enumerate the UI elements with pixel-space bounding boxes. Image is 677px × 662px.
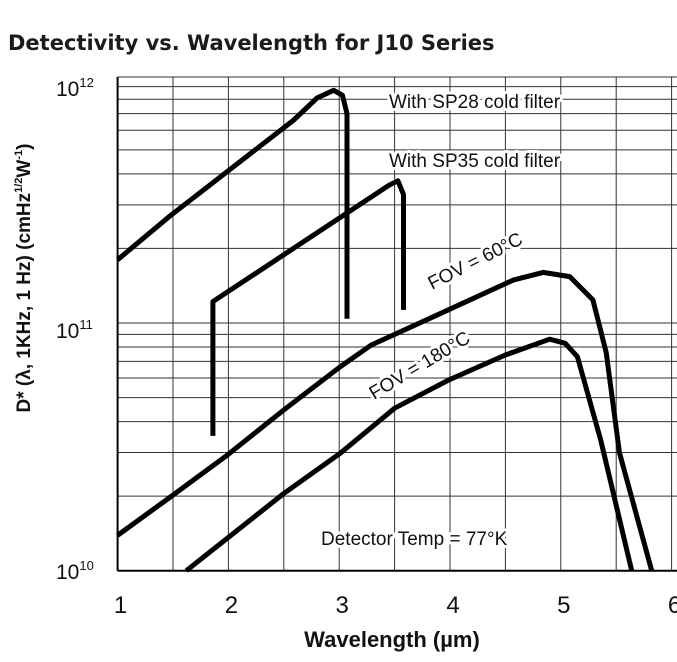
series-curve-1 xyxy=(210,178,406,436)
x-tick-label: 1 xyxy=(114,592,127,619)
y-axis-label: D* (λ, 1KHz, 1 Hz) (cmHz1/2W-1) xyxy=(13,144,35,413)
curves xyxy=(115,87,655,573)
x-tick-label: 4 xyxy=(446,592,459,619)
series-curve-3 xyxy=(184,336,635,573)
y-tick-labels: 1010 1011 1012 xyxy=(56,75,94,584)
x-tick-label: 6 xyxy=(668,592,677,619)
x-tick-label: 2 xyxy=(225,592,238,619)
x-tick-labels: 1 2 3 4 5 6 xyxy=(114,592,677,619)
grid xyxy=(116,76,677,572)
y-tick-label-1e10: 1010 xyxy=(56,558,94,584)
y-tick-label-1e11: 1011 xyxy=(56,317,93,343)
x-tick-label: 3 xyxy=(336,592,349,619)
series-label-sp28: With SP28 cold filter xyxy=(389,92,561,113)
series-label-sp35: With SP35 cold filter xyxy=(389,151,561,172)
series-curve-2 xyxy=(116,269,655,572)
chart-title: Detectivity vs. Wavelength for J10 Serie… xyxy=(8,31,495,55)
y-tick-label-1e12: 1012 xyxy=(56,75,94,101)
x-axis-label: Wavelength (µm) xyxy=(304,627,480,652)
detector-temp-annotation: Detector Temp = 77°K xyxy=(321,529,508,550)
x-tick-label: 5 xyxy=(557,592,570,619)
series-curve-0 xyxy=(115,87,350,319)
series-label-fov60: FOV = 60°C xyxy=(425,229,526,295)
